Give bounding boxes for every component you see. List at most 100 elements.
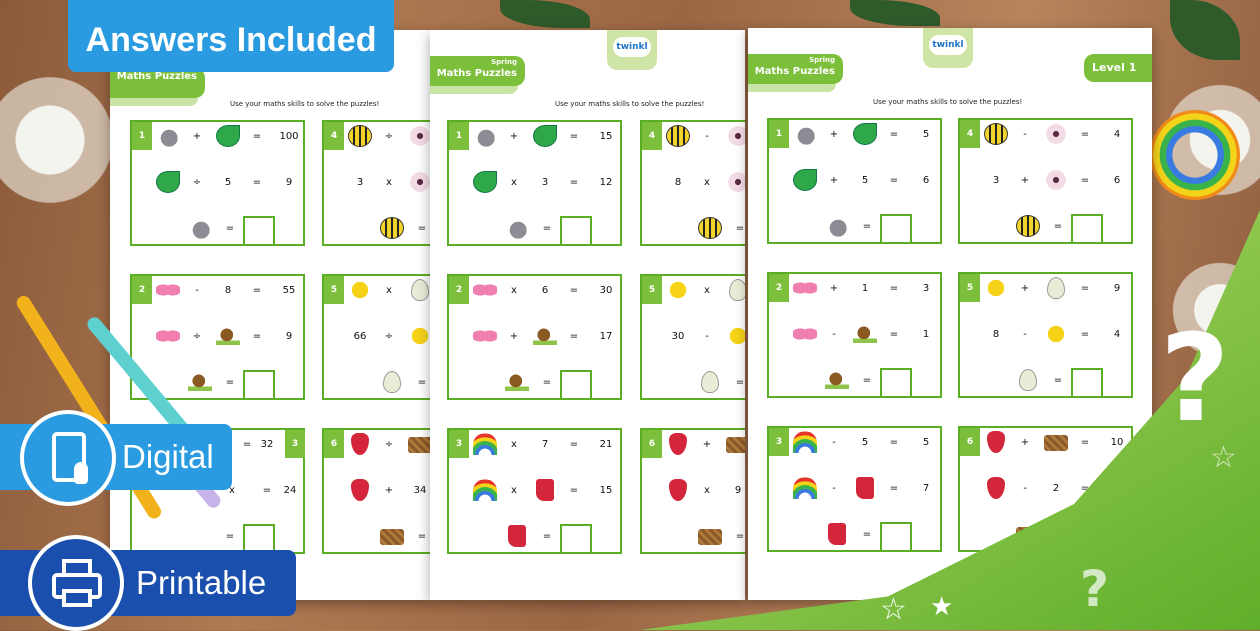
chick-icon <box>1044 323 1068 345</box>
answer-box[interactable] <box>560 524 592 554</box>
answer-box[interactable] <box>880 214 912 244</box>
puzzle-term: ÷ <box>384 131 394 142</box>
puzzle-box: 1 + = 15 x 3 = 12 = <box>447 120 622 246</box>
puzzle-term: = <box>242 439 252 450</box>
puzzle-term: 55 <box>282 285 296 296</box>
worksheet-title: Maths Puzzles <box>116 71 197 82</box>
puzzle-box: 3 x 7 = 21 x = 15 = <box>447 428 622 554</box>
boot-icon <box>856 477 874 499</box>
rabbit-icon <box>188 217 212 239</box>
instructions: Use your maths skills to solve the puzzl… <box>873 98 1023 106</box>
star-decoration: ☆ <box>880 592 907 627</box>
puzzle-term: 7 <box>922 483 930 494</box>
basket-icon <box>408 437 430 453</box>
puzzle-term: = <box>569 439 579 450</box>
answer-box[interactable] <box>880 368 912 398</box>
snail-icon <box>533 325 557 347</box>
butterfly-icon <box>793 277 817 299</box>
snail-icon <box>188 371 212 393</box>
rabbit-icon <box>473 125 497 147</box>
puzzle-box: 2 +1 = 3 - = 1 = <box>767 272 942 398</box>
puzzle-term: x <box>386 177 392 188</box>
equals-sign: = <box>417 377 427 388</box>
answer-box[interactable] <box>560 370 592 400</box>
logo-text: twinkl <box>613 37 651 57</box>
basket-icon <box>380 529 404 545</box>
puzzle-number: 6 <box>642 430 662 458</box>
rainbow-icon <box>793 477 817 499</box>
puzzle-term: = <box>252 177 262 188</box>
puzzle-number: 6 <box>960 428 980 456</box>
boot-icon <box>828 523 846 545</box>
worksheet-page: Maths Puzzles Use your maths skills to so… <box>110 30 430 600</box>
twinkl-logo: twinkl <box>607 30 657 70</box>
answer-box[interactable] <box>243 216 275 246</box>
puzzle-term: ÷ <box>192 331 202 342</box>
snail-icon <box>825 369 849 391</box>
worksheet-title: Maths Puzzles <box>754 66 835 77</box>
puzzle-term: x <box>511 439 517 450</box>
question-mark-decoration: ? <box>1080 560 1110 618</box>
strawberry-icon <box>987 477 1005 499</box>
basket-icon <box>698 529 722 545</box>
flower-icon <box>408 171 430 193</box>
puzzle-term: 9 <box>1113 283 1121 294</box>
puzzle-number: 3 <box>769 428 789 456</box>
answer-box[interactable] <box>1071 368 1103 398</box>
puzzle-term: = <box>262 485 272 496</box>
puzzle-term: = <box>1080 129 1090 140</box>
puzzle-number: 3 <box>449 430 469 458</box>
puzzle-term: 4 <box>1113 129 1121 140</box>
puzzle-term: - <box>832 437 836 448</box>
puzzle-term: + <box>1020 175 1030 186</box>
chick-icon <box>726 325 745 347</box>
equals-sign: = <box>542 377 552 388</box>
puzzle-term: 24 <box>283 485 297 496</box>
answers-included-badge: Answers Included <box>68 0 394 72</box>
puzzle-term: - <box>705 131 709 142</box>
bee-icon <box>984 123 1008 145</box>
puzzle-term: + <box>384 485 394 496</box>
answer-box[interactable] <box>1071 214 1103 244</box>
puzzle-number: 1 <box>449 122 469 150</box>
snail-icon <box>216 325 240 347</box>
puzzle-term: 6 <box>922 175 930 186</box>
puzzle-term: 8 <box>992 329 1000 340</box>
egg-icon <box>383 371 401 393</box>
leaf-decoration <box>850 0 940 26</box>
answer-box[interactable] <box>560 216 592 246</box>
snail-icon <box>505 371 529 393</box>
puzzle-term: x <box>229 485 235 496</box>
answer-box[interactable] <box>243 370 275 400</box>
puzzle-box: 2 - 8 = 55 ÷ = 9 = <box>130 274 305 400</box>
puzzle-term: = <box>1080 329 1090 340</box>
leaf-decoration <box>1170 0 1240 60</box>
answer-box[interactable] <box>880 522 912 552</box>
rabbit-icon <box>825 215 849 237</box>
puzzle-number: 5 <box>960 274 980 302</box>
puzzle-box: 1 + = 5 +5 = 6 = <box>767 118 942 244</box>
boot-icon <box>508 525 526 547</box>
strawberry-icon <box>669 433 687 455</box>
egg-icon <box>701 371 719 393</box>
flower-icon <box>726 125 745 147</box>
puzzle-box: 6 ÷ +34 = <box>322 428 430 554</box>
rainbow-decoration <box>1150 110 1240 200</box>
equals-sign: = <box>417 223 427 234</box>
puzzle-term: x <box>704 285 710 296</box>
puzzle-term: 15 <box>599 485 613 496</box>
puzzle-term: 30 <box>671 331 685 342</box>
puzzle-term: = <box>1080 175 1090 186</box>
equals-sign: = <box>1053 221 1063 232</box>
puzzle-term: + <box>192 131 202 142</box>
puzzle-term: - <box>1023 129 1027 140</box>
puzzle-box: 5 x 30 - = <box>640 274 745 400</box>
puzzle-term: 5 <box>922 129 930 140</box>
puzzle-term: 32 <box>260 439 274 450</box>
puzzle-box: 6 + x 9 = <box>640 428 745 554</box>
equals-sign: = <box>542 531 552 542</box>
puzzle-term: + <box>829 283 839 294</box>
equals-sign: = <box>225 531 235 542</box>
puzzle-term: ÷ <box>192 177 202 188</box>
chick-icon <box>408 325 430 347</box>
